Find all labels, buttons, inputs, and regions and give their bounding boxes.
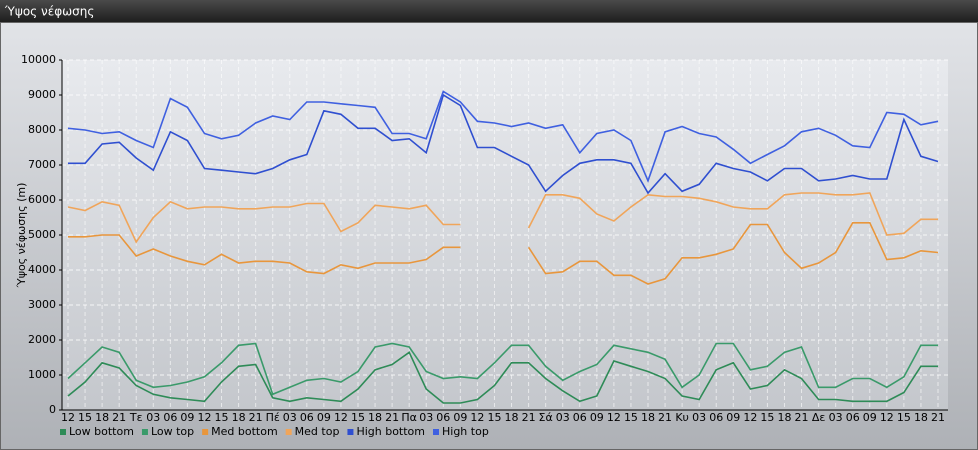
x-tick-label: 09 xyxy=(590,411,604,424)
x-tick-label: 03 xyxy=(146,411,160,424)
x-tick-label: 03 xyxy=(829,411,843,424)
legend-swatch xyxy=(347,429,354,435)
x-tick-label: 06 xyxy=(436,411,450,424)
x-tick-label: 21 xyxy=(522,411,536,424)
series-line xyxy=(67,90,939,184)
x-tick-label: 21 xyxy=(249,411,263,424)
legend-label: High bottom xyxy=(356,425,425,438)
x-tick-label: Σά xyxy=(539,411,553,424)
x-tick-label: 18 xyxy=(368,411,382,424)
legend-swatch xyxy=(60,429,66,435)
x-tick-label: 06 xyxy=(300,411,314,424)
x-tick-label: 06 xyxy=(573,411,587,424)
x-tick-label: 09 xyxy=(180,411,194,424)
series-line xyxy=(67,342,938,396)
x-tick-label: 18 xyxy=(914,411,928,424)
legend-label: Low top xyxy=(151,425,194,438)
x-tick-label: 06 xyxy=(163,411,177,424)
x-tick-label: 06 xyxy=(709,411,723,424)
x-tick-label: 15 xyxy=(351,411,365,424)
x-tick-label: 03 xyxy=(419,411,433,424)
legend-label: Med bottom xyxy=(211,425,278,438)
x-tick-label: 15 xyxy=(215,411,229,424)
legend-swatch xyxy=(433,429,439,435)
y-tick-label: 3000 xyxy=(28,298,56,311)
y-tick-label: 10000 xyxy=(21,53,56,66)
legend-swatch xyxy=(285,429,292,435)
y-tick-label: 2000 xyxy=(28,333,56,346)
x-tick-label: 09 xyxy=(863,411,877,424)
x-tick-label: 12 xyxy=(197,411,211,424)
x-tick-label: 12 xyxy=(470,411,484,424)
x-tick-label: 09 xyxy=(453,411,467,424)
y-tick-label: 1000 xyxy=(28,368,56,381)
x-tick-label: 15 xyxy=(897,411,911,424)
x-tick-label: 21 xyxy=(112,411,126,424)
x-tick-label: 21 xyxy=(931,411,945,424)
x-tick-label: 18 xyxy=(95,411,109,424)
y-tick-label: 4000 xyxy=(28,263,56,276)
x-tick-label: 09 xyxy=(726,411,740,424)
x-tick-label: 15 xyxy=(487,411,501,424)
x-tick-label: 03 xyxy=(283,411,297,424)
series-line xyxy=(67,192,938,244)
y-tick-label: 7000 xyxy=(28,158,56,171)
y-tick-label: 8000 xyxy=(28,123,56,136)
x-tick-label: 12 xyxy=(61,411,75,424)
x-tick-label: 03 xyxy=(556,411,570,424)
x-tick-label: 18 xyxy=(777,411,791,424)
x-tick-label: 06 xyxy=(846,411,860,424)
x-tick-label: Κυ xyxy=(675,411,689,424)
x-tick-label: 18 xyxy=(641,411,655,424)
x-tick-label: 09 xyxy=(317,411,331,424)
y-axis-label: Ύψος νέφωσης (m) xyxy=(15,183,28,289)
x-tick-label: 21 xyxy=(795,411,809,424)
series-line xyxy=(68,222,939,285)
y-tick-label: 0 xyxy=(49,403,56,416)
series-line xyxy=(67,351,938,404)
y-tick-label: 9000 xyxy=(28,88,56,101)
x-tick-label: 12 xyxy=(880,411,894,424)
window-title: Ύψος νέφωσης xyxy=(4,5,94,19)
x-tick-label: 15 xyxy=(624,411,638,424)
x-tick-label: 21 xyxy=(658,411,672,424)
x-tick-label: 12 xyxy=(743,411,757,424)
y-tick-label: 6000 xyxy=(28,193,56,206)
x-tick-label: 03 xyxy=(692,411,706,424)
title-bar xyxy=(0,0,978,22)
legend-label: High top xyxy=(442,425,489,438)
x-tick-label: 12 xyxy=(607,411,621,424)
x-tick-label: 21 xyxy=(385,411,399,424)
x-tick-label: Πέ xyxy=(266,411,280,424)
legend-swatch xyxy=(141,429,148,435)
x-tick-label: 12 xyxy=(334,411,348,424)
legend-swatch xyxy=(202,429,209,435)
x-tick-label: 15 xyxy=(760,411,774,424)
x-tick-label: 15 xyxy=(78,411,92,424)
x-tick-label: Δε xyxy=(812,411,826,424)
x-tick-label: 18 xyxy=(505,411,519,424)
x-tick-label: 18 xyxy=(232,411,246,424)
x-tick-label: Τε xyxy=(129,411,143,424)
legend-label: Low bottom xyxy=(69,425,134,438)
series-line xyxy=(68,93,939,195)
legend-label: Med top xyxy=(295,425,340,438)
y-tick-label: 5000 xyxy=(28,228,56,241)
x-tick-label: Πα xyxy=(401,411,417,424)
